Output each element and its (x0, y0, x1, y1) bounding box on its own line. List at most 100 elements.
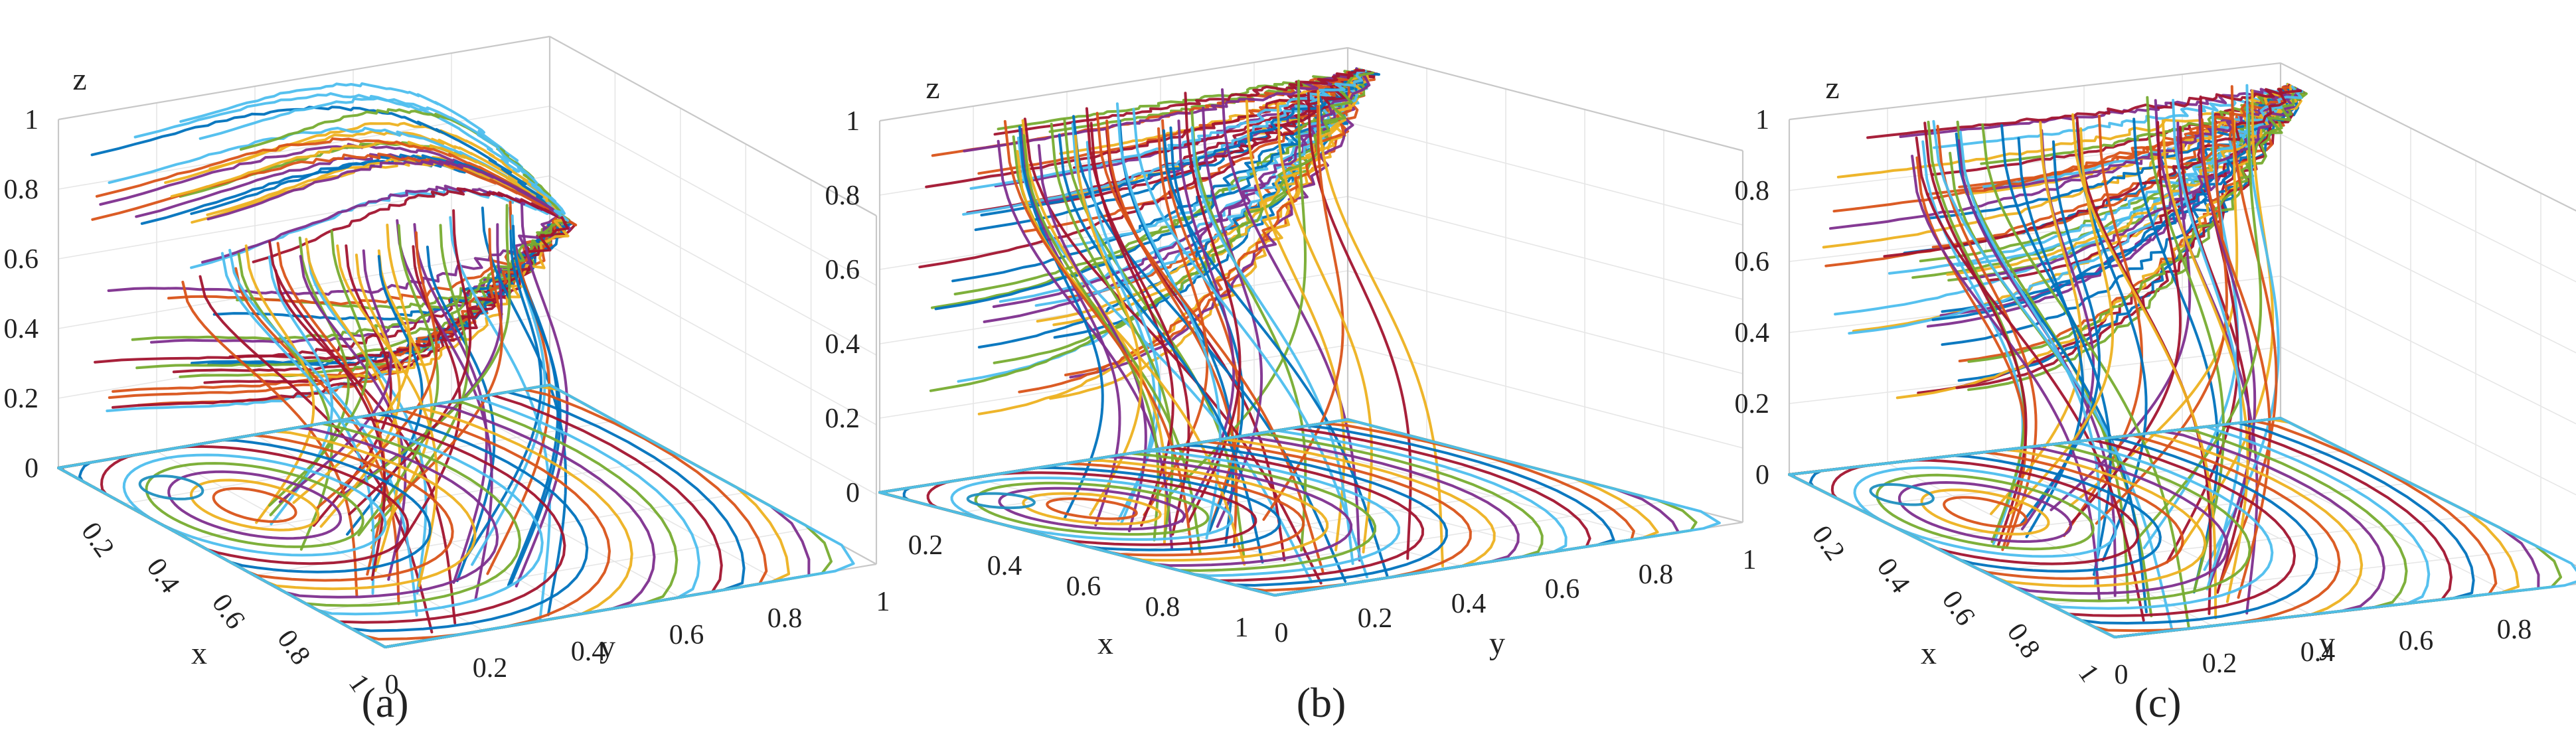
trajectory (1888, 85, 2303, 275)
trajectory (181, 281, 359, 597)
trajectory (2172, 99, 2243, 591)
limit-cycle (138, 475, 204, 500)
trajectory (1961, 88, 2299, 281)
y-axis-label: y (2319, 626, 2335, 661)
trajectory (929, 71, 1374, 392)
z-gridline (2280, 62, 2576, 212)
trajectory (1118, 119, 1235, 544)
trajectory (252, 218, 570, 378)
z-gridline (1347, 270, 1743, 374)
trajectory (1095, 111, 1325, 573)
floor-orbit (1853, 466, 2117, 558)
floor-gridline (319, 528, 811, 612)
trajectories (1788, 82, 2576, 638)
trajectory (220, 252, 375, 595)
floor-orbit (950, 477, 1234, 541)
y-tick-label: 0.8 (767, 603, 803, 634)
trajectory (1016, 150, 1246, 566)
y-tick-label: 0.2 (1358, 603, 1393, 634)
trajectory (426, 246, 496, 583)
trajectory (206, 159, 563, 221)
trajectory (201, 184, 561, 264)
z-tick-label: 0.6 (1735, 247, 1770, 277)
trajectory (1064, 68, 1368, 376)
panel-b-caption: (b) (1297, 679, 1346, 726)
z-gridline (1789, 204, 2281, 262)
trajectory (2200, 118, 2271, 599)
trajectory (1262, 105, 1344, 521)
trajectory (1899, 88, 2305, 138)
trajectory (1915, 136, 2145, 622)
axis-labels: x y z (72, 62, 615, 671)
z-tick-label: 0.8 (4, 175, 39, 205)
trajectory (1143, 127, 1209, 516)
trajectory (449, 216, 551, 621)
floor-orbit (974, 481, 1210, 536)
z-tick-label: 0.2 (4, 384, 39, 414)
axis-edge (58, 35, 550, 121)
axis-labels: x y z (1825, 70, 2335, 671)
floor-gridline (1919, 482, 2411, 540)
x-axis-label: x (191, 636, 207, 671)
trajectory (1089, 121, 1174, 527)
x-tick-label: 0.2 (75, 517, 120, 563)
z-tick-label: 0.6 (825, 255, 860, 285)
trajectory (107, 214, 560, 296)
y-tick-label: 0.2 (2202, 648, 2237, 679)
trajectory (1307, 92, 1412, 560)
trajectories (878, 67, 1721, 597)
z-gridline (1347, 196, 1743, 300)
floor-orbit (57, 406, 633, 648)
trajectory (1003, 119, 1194, 555)
panel-c: (c) 00.20.40.60.810.20.40.60.81 0 0.2 0.4 0.… (1735, 62, 2576, 726)
trajectory (278, 249, 392, 504)
floor-orbit (998, 486, 1186, 531)
floor-orbit (878, 418, 1721, 597)
z-tick-label: 1 (846, 106, 860, 137)
trajectory (1967, 92, 2308, 392)
floor-orbit (190, 479, 320, 532)
z-gridline (58, 245, 550, 329)
z-gridline (549, 315, 877, 495)
trajectory (90, 106, 571, 223)
panel-a-caption: (a) (361, 679, 408, 726)
trajectory (374, 228, 503, 520)
z-tick-label: 0.4 (1735, 318, 1770, 348)
z-axis-label: z (1825, 70, 1839, 106)
y-tick-label: 0.4 (571, 636, 606, 667)
y-tick-label: 0.6 (669, 620, 704, 650)
z-gridline (2280, 346, 2576, 496)
trajectory (1932, 119, 2174, 632)
trajectory (2069, 121, 2182, 526)
y-tick-label: 0.6 (2399, 626, 2434, 656)
trajectory (1184, 92, 1242, 524)
floor-orbit (167, 470, 342, 540)
z-tick-label: 0 (1755, 460, 1769, 490)
trajectory (348, 209, 472, 516)
trajectory (2146, 96, 2225, 591)
trajectory (95, 137, 575, 225)
panel-b: (b) 00.20.40.60.810.20.40.60.81 0 0.2 0.4 0.… (825, 46, 1757, 726)
z-tick-label: 0.4 (825, 329, 860, 360)
x-tick-label: 0.8 (2001, 618, 2046, 664)
floor-orbit (1046, 497, 1138, 520)
trajectory (1037, 144, 1147, 532)
x-tick-label: 0.6 (1936, 585, 1981, 631)
y-tick-label: 0.8 (2497, 615, 2532, 645)
x-axis-label: x (1921, 636, 1937, 671)
z-tick-label: 0.6 (4, 244, 39, 275)
trajectory (343, 204, 511, 498)
trajectory (268, 230, 368, 507)
trajectory (319, 254, 401, 528)
y-tick-label: 0.2 (473, 653, 508, 684)
y-tick-label: 1 (876, 587, 890, 617)
trajectory (1936, 125, 2038, 548)
trajectory (1132, 108, 1368, 579)
floor-orbit (122, 453, 387, 557)
z-tick-label: 0.2 (825, 404, 860, 434)
floor-orbit (1788, 417, 2576, 638)
x-tick-label: 0.4 (141, 553, 186, 599)
floor-gridline (1066, 463, 1463, 567)
trajectory (268, 240, 386, 581)
